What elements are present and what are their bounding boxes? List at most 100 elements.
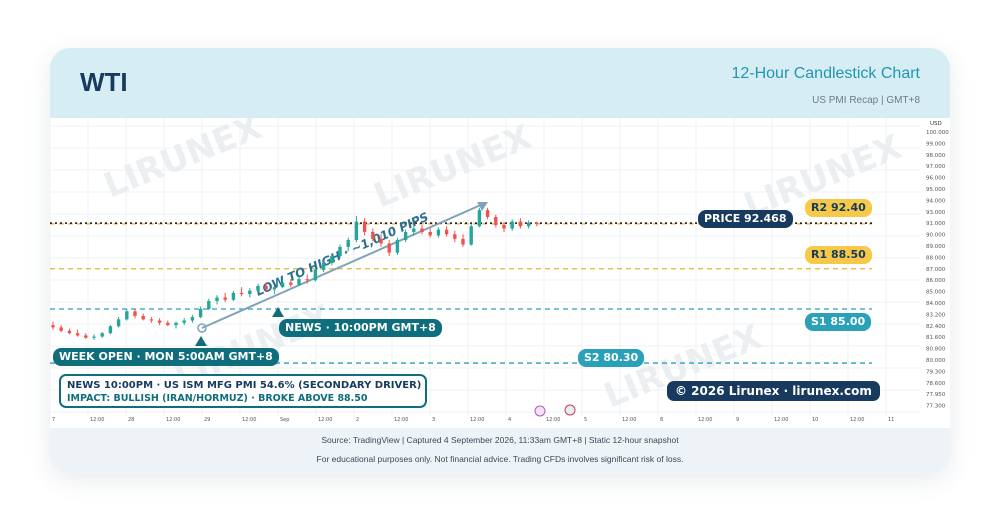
chart-subtitle: US PMI Recap | GMT+8 xyxy=(812,95,920,106)
candle-body xyxy=(313,269,318,281)
symbol-title: WTI xyxy=(80,67,128,97)
candle-body xyxy=(289,282,293,285)
arrow-origin xyxy=(197,323,207,333)
price-tick: 94.000 xyxy=(926,198,946,204)
time-tick: 12:00 xyxy=(242,417,256,423)
candle-body xyxy=(387,243,391,253)
candle-body xyxy=(330,256,334,263)
price-tick: 93.000 xyxy=(926,210,946,216)
event-icon-2 xyxy=(564,404,576,416)
time-tick: 12:00 xyxy=(850,417,864,423)
r2-badge: R2 92.40 xyxy=(805,199,872,217)
candle-body xyxy=(231,292,236,300)
watermark-text: LIRUNEX xyxy=(368,118,537,216)
candle-body xyxy=(223,297,227,300)
price-tick: 88.000 xyxy=(926,255,946,261)
card-header: WTI 12-Hour Candlestick Chart US PMI Rec… xyxy=(50,48,950,118)
candle-body xyxy=(485,210,490,217)
candle-body xyxy=(403,231,408,240)
time-tick: 12:00 xyxy=(318,417,332,423)
copyright-badge: © 2026 Lirunex · lirunex.com xyxy=(667,381,880,401)
time-tick: 12:00 xyxy=(698,417,712,423)
candle-body xyxy=(125,311,129,320)
price-tick: 77.300 xyxy=(926,404,946,410)
price-tick: 84.000 xyxy=(926,301,946,307)
time-tick: Sep xyxy=(280,417,289,423)
candle-body xyxy=(264,286,268,290)
candle-body xyxy=(141,315,145,320)
time-tick: 9 xyxy=(736,417,739,423)
price-tick: 77.950 xyxy=(926,392,946,398)
chart-area[interactable]: LIRUNEX LIRUNEX LIRUNEX LIRUNEX LIRUNEX LOW … xyxy=(50,118,950,428)
candle-body xyxy=(461,238,465,245)
candle-body xyxy=(215,297,219,301)
card-footer: Source: TradingView | Captured 4 Septemb… xyxy=(50,428,950,474)
chart-card: WTI 12-Hour Candlestick Chart US PMI Rec… xyxy=(50,48,950,474)
price-tick: 95.000 xyxy=(926,187,946,193)
candle-body xyxy=(510,221,514,229)
candle-body xyxy=(256,286,260,291)
candle-body xyxy=(59,327,63,331)
event-icon-1 xyxy=(534,405,546,417)
news-impact: IMPACT: BULLISH (IRAN/HORMUZ) · BROKE AB… xyxy=(67,393,368,404)
price-tick: 83.200 xyxy=(926,312,946,318)
price-tick: 90.000 xyxy=(926,233,946,239)
price-axis: USD 100.000 99.000 98.000 97.000 96.000 95.000… xyxy=(922,118,950,416)
candle-body xyxy=(518,221,523,227)
candle-body xyxy=(108,326,113,334)
r1-badge: R1 88.50 xyxy=(805,246,872,264)
price-tick: 81.600 xyxy=(926,335,946,341)
price-tick: 89.000 xyxy=(926,244,946,250)
news-headline: NEWS 10:00PM · US ISM MFG PMI 54.6% (SEC… xyxy=(67,380,422,391)
time-tick: 11 xyxy=(888,417,894,423)
candle-body xyxy=(362,221,367,232)
candle-body xyxy=(116,319,121,327)
price-axis-bg xyxy=(922,118,950,416)
candle-body xyxy=(321,263,326,270)
price-tick: 85.000 xyxy=(926,290,946,296)
price-tick: 79.300 xyxy=(926,369,946,375)
current-price-badge: PRICE 92.468 xyxy=(698,210,793,228)
price-tick: 78.600 xyxy=(926,381,946,387)
candle-body xyxy=(133,311,137,316)
time-tick: 12:00 xyxy=(394,417,408,423)
time-axis-bg xyxy=(50,416,950,428)
arrow-head xyxy=(477,202,488,211)
time-tick: 12:00 xyxy=(90,417,104,423)
time-tick: 28 xyxy=(128,417,134,423)
candle-body xyxy=(84,335,88,338)
price-tick: 91.000 xyxy=(926,221,946,227)
news-marker xyxy=(272,307,284,317)
price-tick: 100.000 xyxy=(926,130,949,136)
time-tick: 10 xyxy=(812,417,818,423)
candle-body xyxy=(436,229,441,236)
candle-body xyxy=(338,246,342,257)
candle-body xyxy=(494,217,498,226)
candle-body xyxy=(272,287,277,290)
candle-body xyxy=(420,228,424,232)
candles xyxy=(51,207,539,341)
event-markers xyxy=(195,307,576,417)
price-tick: 96.000 xyxy=(926,176,946,182)
week-open-badge: WEEK OPEN · MON 5:00AM GMT+8 xyxy=(53,348,279,366)
candle-body xyxy=(239,292,244,295)
candle-body xyxy=(75,333,80,336)
candle-body xyxy=(477,210,482,227)
candle-body xyxy=(502,225,506,229)
candle-body xyxy=(297,279,301,285)
low-to-high-arrow: LOW TO HIGH · ~1,010 PIPS xyxy=(197,202,488,333)
candle-body xyxy=(280,282,285,288)
candle-body xyxy=(182,320,186,323)
time-tick: 29 xyxy=(204,417,210,423)
candle-body xyxy=(166,322,170,326)
time-tick: 12:00 xyxy=(774,417,788,423)
price-tick: 82.400 xyxy=(926,324,946,330)
candle-body xyxy=(346,240,350,247)
candle-body xyxy=(453,234,457,239)
price-tick: 97.000 xyxy=(926,164,946,170)
time-tick: 8 xyxy=(660,417,663,423)
candle-body xyxy=(395,240,400,253)
arrow-line xyxy=(201,203,484,329)
time-tick: 12:00 xyxy=(166,417,180,423)
